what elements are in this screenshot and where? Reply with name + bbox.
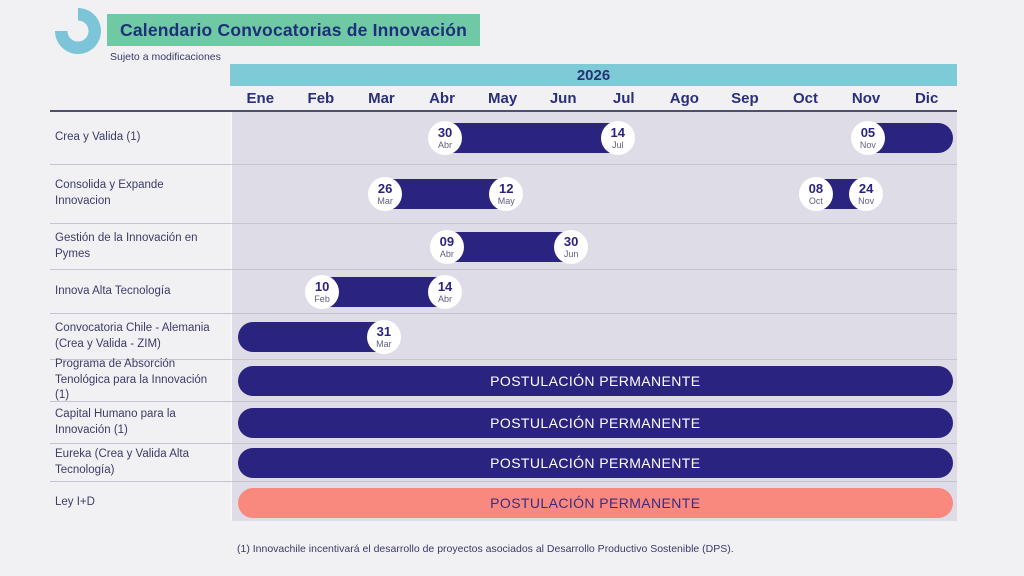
- badge-month: Abr: [438, 293, 453, 304]
- date-badge: 24 Nov: [849, 177, 884, 211]
- date-badge: 08 Oct: [798, 177, 833, 211]
- badge-month: Abr: [439, 248, 454, 259]
- month-label: Feb: [307, 90, 335, 107]
- badge-day: 30: [437, 125, 453, 140]
- badge-month: Mar: [377, 196, 393, 206]
- row-label: Eureka (Crea y Valida Alta Tecnología): [55, 447, 190, 476]
- month-label: Ene: [246, 90, 275, 107]
- row-track: 26 Mar 12 May 08 Oct 24 Nov: [230, 165, 957, 223]
- row-label: Convocatoria Chile - Alemania (Crea y Va…: [55, 321, 210, 350]
- month-label: Abr: [429, 90, 455, 107]
- date-badge: 26 Mar: [368, 177, 403, 211]
- date-range-bar: [322, 276, 446, 307]
- row-label: Innova Alta Tecnología: [55, 284, 171, 297]
- badge-day: 30: [563, 233, 579, 249]
- date-badge: 30 Jun: [554, 229, 589, 264]
- badge-day: 14: [610, 125, 625, 140]
- date-badge: 31 Mar: [366, 319, 401, 354]
- month-label: May: [488, 90, 518, 107]
- gantt-row: Innova Alta Tecnología 10 Feb 14 Abr: [50, 270, 957, 314]
- row-label: Consolida y Expande Innovacion: [55, 179, 164, 207]
- gantt-row: Consolida y Expande Innovacion 26 Mar 12 May…: [50, 165, 957, 224]
- date-badge: 09 Abr: [429, 229, 464, 264]
- gantt-row: Programa de Absorción Tenológica para la…: [50, 358, 957, 402]
- year-band: 2026: [230, 64, 957, 86]
- date-badge: 10 Feb: [305, 274, 340, 309]
- row-track: 30 Abr 14 Jul 05 Nov: [230, 112, 957, 164]
- page-subtitle: Sujeto a modificaciones: [110, 51, 221, 63]
- month-label: Ago: [669, 90, 699, 107]
- badge-month: Nov: [859, 140, 876, 150]
- row-label: Programa de Absorción Tenológica para la…: [55, 358, 208, 402]
- month-label: Oct: [792, 90, 818, 107]
- row-label: Crea y Valida (1): [55, 131, 141, 144]
- date-range-bar: [385, 179, 507, 209]
- date-badge: 12 May: [489, 177, 524, 211]
- badge-day: 05: [860, 125, 876, 140]
- row-track: 09 Abr 30 Jun: [230, 224, 957, 269]
- row-track: POSTULACIÓN PERMANENTE: [230, 402, 957, 443]
- badge-month: Jun: [563, 248, 579, 259]
- permanent-bar: POSTULACIÓN PERMANENTE: [237, 365, 953, 396]
- badge-day: 31: [376, 323, 392, 339]
- row-track: 10 Feb 14 Abr: [230, 270, 957, 313]
- months-row: Ene Feb Mar Abr May Jun Jul Ago Sep Oct Nov Dic: [230, 87, 957, 110]
- gantt-row: Eureka (Crea y Valida Alta Tecnología) PO…: [50, 444, 957, 482]
- permanent-bar: POSTULACIÓN PERMANENTE: [237, 487, 953, 518]
- year-label: 2026: [576, 66, 611, 84]
- badge-month: Feb: [314, 293, 330, 304]
- row-track: POSTULACIÓN PERMANENTE: [230, 444, 957, 481]
- permanent-bar-label: POSTULACIÓN PERMANENTE: [490, 372, 701, 389]
- month-label: Jun: [549, 90, 577, 107]
- badge-day: 10: [314, 278, 330, 294]
- logo-arc-icon: [55, 8, 101, 54]
- page-title-highlight: Calendario Convocatorias de Innovación: [107, 14, 480, 46]
- month-label: Sep: [731, 90, 759, 107]
- row-track: 31 Mar: [230, 314, 957, 359]
- badge-month: Mar: [376, 338, 392, 349]
- row-label: Ley I+D: [55, 495, 95, 508]
- page-title: Calendario Convocatorias de Innovación: [120, 19, 467, 40]
- gantt-row: Capital Humano para la Innovación (1) POS…: [50, 402, 957, 444]
- gantt-row: Crea y Valida (1) 30 Abr 14 Jul 05 Nov: [50, 112, 957, 165]
- badge-day: 12: [499, 181, 514, 196]
- permanent-bar-label: POSTULACIÓN PERMANENTE: [490, 494, 701, 511]
- badge-day: 14: [437, 278, 453, 294]
- gantt-row: Gestión de la Innovación en Pymes 09 Abr 30…: [50, 224, 957, 270]
- gantt-row: Ley I+D POSTULACIÓN PERMANENTE: [50, 482, 957, 523]
- permanent-bar: POSTULACIÓN PERMANENTE: [237, 447, 953, 478]
- footnote: (1) Innovachile incentivará el desarroll…: [237, 543, 734, 555]
- row-label: Capital Humano para la Innovación (1): [55, 407, 176, 436]
- badge-day: 26: [377, 181, 393, 196]
- gantt-rows: Crea y Valida (1) 30 Abr 14 Jul 05 Nov Consolid…: [50, 110, 957, 523]
- badge-day: 09: [439, 233, 455, 249]
- gantt-row: Convocatoria Chile - Alemania (Crea y Va…: [50, 314, 957, 360]
- badge-month: May: [497, 196, 515, 206]
- permanent-bar: POSTULACIÓN PERMANENTE: [237, 407, 953, 438]
- date-badge: 05 Nov: [850, 121, 885, 155]
- date-badge: 14 Jul: [600, 121, 635, 155]
- badge-month: Jul: [611, 140, 624, 150]
- date-range-bar: [237, 321, 384, 352]
- month-label: Mar: [368, 90, 395, 107]
- month-label: Dic: [914, 90, 939, 107]
- badge-day: 08: [808, 181, 824, 196]
- badge-day: 24: [858, 181, 874, 196]
- month-label: Jul: [612, 90, 635, 107]
- date-range-bar: [445, 123, 618, 153]
- row-label: Gestión de la Innovación en Pymes: [55, 231, 198, 260]
- date-range-bar: [446, 231, 572, 262]
- month-label: Nov: [851, 90, 881, 107]
- date-badge: 30 Abr: [428, 121, 463, 155]
- row-track: POSTULACIÓN PERMANENTE: [230, 482, 957, 523]
- date-badge: 14 Abr: [428, 274, 463, 309]
- badge-month: Oct: [808, 196, 823, 206]
- permanent-bar-label: POSTULACIÓN PERMANENTE: [490, 414, 701, 431]
- row-track: POSTULACIÓN PERMANENTE: [230, 360, 957, 401]
- badge-month: Abr: [438, 140, 453, 150]
- permanent-bar-label: POSTULACIÓN PERMANENTE: [490, 454, 701, 471]
- badge-month: Nov: [858, 196, 875, 206]
